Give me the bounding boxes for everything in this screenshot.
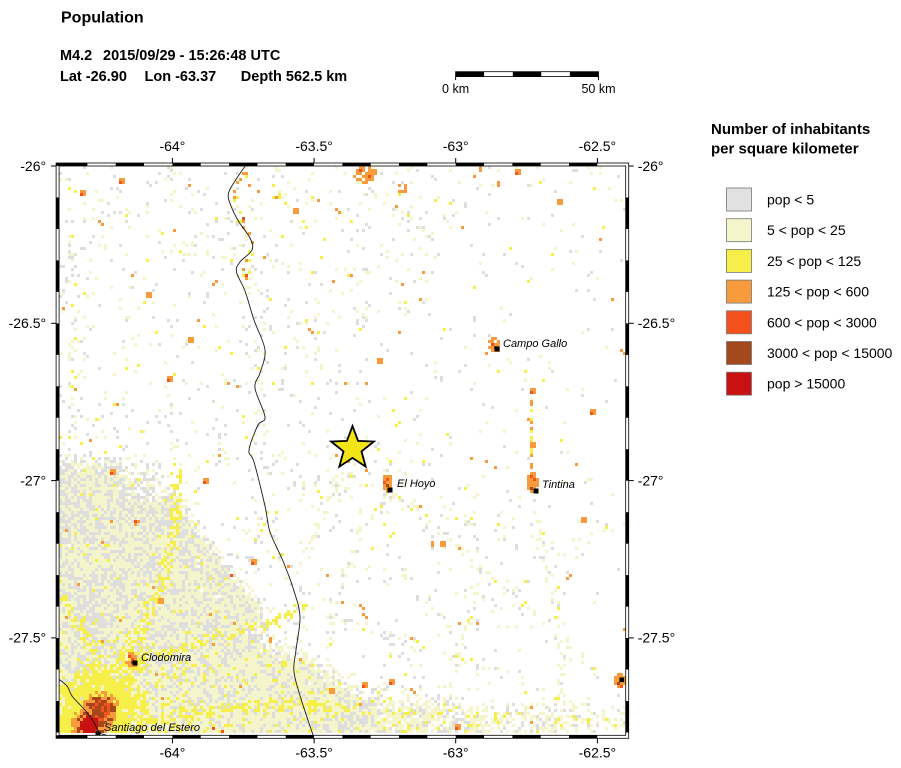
svg-text:-27°: -27°	[638, 472, 664, 488]
svg-text:125 < pop < 600: 125 < pop < 600	[767, 284, 869, 300]
svg-text:El Hoyo: El Hoyo	[397, 478, 436, 490]
svg-text:0 km: 0 km	[442, 82, 469, 96]
svg-text:pop < 5: pop < 5	[767, 192, 814, 208]
svg-text:-64°: -64°	[159, 138, 185, 154]
svg-text:50 km: 50 km	[581, 82, 615, 96]
svg-text:3000 < pop < 15000: 3000 < pop < 15000	[767, 345, 893, 361]
svg-text:-27.5°: -27.5°	[9, 630, 47, 646]
svg-text:-63°: -63°	[443, 138, 469, 154]
svg-text:600 < pop < 3000: 600 < pop < 3000	[767, 314, 877, 330]
svg-text:Clodomira: Clodomira	[141, 652, 191, 664]
svg-text:Tintina: Tintina	[542, 479, 575, 491]
svg-text:-26°: -26°	[638, 158, 664, 174]
svg-text:Population: Population	[61, 10, 144, 27]
svg-text:-64°: -64°	[159, 745, 185, 761]
svg-text:Number of inhabitants: Number of inhabitants	[711, 121, 870, 138]
svg-text:-62.5°: -62.5°	[579, 745, 617, 761]
svg-text:-27°: -27°	[20, 472, 46, 488]
svg-text:-62.5°: -62.5°	[579, 138, 617, 154]
svg-text:per square kilometer: per square kilometer	[711, 141, 859, 158]
svg-text:-26°: -26°	[20, 158, 46, 174]
svg-text:Santiago del Estero: Santiago del Estero	[104, 722, 200, 734]
svg-text:-27.5°: -27.5°	[638, 630, 676, 646]
svg-text:25 < pop < 125: 25 < pop < 125	[767, 253, 861, 269]
svg-text:-26.5°: -26.5°	[9, 315, 47, 331]
svg-text:pop > 15000: pop > 15000	[767, 376, 845, 392]
svg-text:-63°: -63°	[443, 745, 469, 761]
svg-text:5 < pop < 25: 5 < pop < 25	[767, 222, 846, 238]
svg-text:-63.5°: -63.5°	[295, 745, 333, 761]
svg-text:-26.5°: -26.5°	[638, 315, 676, 331]
svg-text:-63.5°: -63.5°	[295, 138, 333, 154]
svg-text:Campo Gallo: Campo Gallo	[503, 338, 567, 350]
